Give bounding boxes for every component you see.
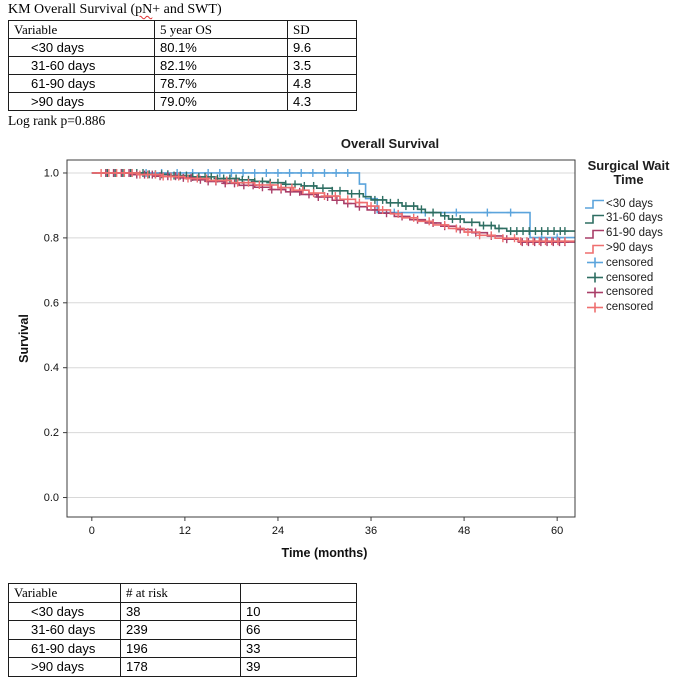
table-cell: 9.6 [287, 38, 357, 57]
km-chart: Overall Survival 0.0 0.2 0.4 0.6 0.8 1.0 0 12 24… [0, 133, 673, 583]
table-cell: >90 days [8, 657, 121, 677]
svg-text:0.0: 0.0 [44, 492, 59, 504]
legend-item-61-90days: 61-90 days [584, 226, 673, 241]
legend-item-gt90days: >90 days [584, 241, 673, 256]
legend-item-label: >90 days [606, 242, 653, 255]
table-cell: 4.3 [287, 92, 357, 111]
table-cell: 239 [120, 620, 241, 640]
table-cell: 31-60 days [8, 56, 155, 75]
censor-marks [97, 168, 569, 246]
log-rank-text: Log rank p=0.886 [8, 113, 106, 128]
svg-text:0: 0 [89, 525, 95, 537]
table-cell: 31-60 days [8, 620, 121, 640]
legend-item-censored-31-60: censored [584, 270, 673, 285]
legend-item-label: 31-60 days [606, 212, 663, 225]
svg-text:12: 12 [179, 525, 191, 537]
svg-text:0.6: 0.6 [44, 297, 59, 309]
legend-item-label: censored [606, 271, 654, 284]
table-cell: 61-90 days [8, 638, 121, 658]
svg-text:0.2: 0.2 [44, 427, 59, 439]
table-cell: 79.0% [154, 92, 288, 111]
survival-curve [91, 172, 575, 243]
header-cell-sd: SD [287, 20, 357, 39]
table-cell: 178 [120, 657, 241, 677]
svg-text:48: 48 [458, 525, 470, 537]
table-cell: 66 [240, 620, 357, 640]
chart-legend: Surgical Wait Time <30 days 31-60 days 6… [584, 159, 673, 315]
title-misspelled-word: pN [135, 2, 153, 17]
table-cell: 38 [120, 601, 241, 621]
document-title: KM Overall Survival (pN+ and SWT) [8, 2, 222, 18]
table-row: >90 days 79.0% 4.3 [8, 92, 357, 111]
table-row: >90 days 178 39 [8, 657, 357, 677]
legend-item-label: <30 days [606, 197, 653, 210]
table-cell: 82.1% [154, 56, 288, 75]
svg-text:60: 60 [551, 525, 563, 537]
censored-plus-glyph [584, 271, 606, 284]
censored-plus-glyph [584, 286, 606, 299]
table-cell: 10 [240, 601, 357, 621]
censor-marks [103, 168, 569, 236]
table-cell: >90 days [8, 92, 155, 111]
step-line-glyph [584, 212, 606, 225]
table-cell: 78.7% [154, 74, 288, 93]
legend-title: Surgical Wait Time [587, 158, 670, 187]
table-cell: 3.5 [287, 56, 357, 75]
censored-plus-glyph [584, 256, 606, 269]
step-line-glyph [584, 242, 606, 255]
table-row: 31-60 days 239 66 [8, 620, 357, 640]
legend-item-label: censored [606, 256, 654, 269]
table-row: <30 days 80.1% 9.6 [8, 38, 357, 57]
svg-text:36: 36 [365, 525, 377, 537]
table-row: 61-90 days 78.7% 4.8 [8, 74, 357, 93]
header-cell-at-risk: # at risk [120, 583, 241, 603]
km-plot-canvas: 0.0 0.2 0.4 0.6 0.8 1.0 0 12 24 36 48 60 Survival Tim… [17, 159, 576, 560]
step-line-glyph [584, 197, 606, 210]
title-text-suffix: + and SWT) [152, 2, 222, 17]
table-cell: 39 [240, 657, 357, 677]
table-header-row: Variable # at risk [8, 583, 357, 603]
chart-title: Overall Survival [340, 136, 440, 151]
header-cell-variable: Variable [8, 583, 121, 603]
legend-item-label: 61-90 days [606, 227, 663, 240]
svg-text:Time (months): Time (months) [282, 546, 368, 560]
table-cell: 196 [120, 638, 241, 658]
title-text-prefix: KM Overall Survival ( [8, 2, 136, 17]
legend-item-lt30days: <30 days [584, 196, 673, 211]
svg-text:Survival: Survival [17, 314, 31, 363]
table-cell: <30 days [8, 601, 121, 621]
censored-plus-glyph [584, 301, 606, 314]
os-summary-table: Variable 5 year OS SD <30 days 80.1% 9.6… [8, 20, 357, 111]
header-cell-variable: Variable [8, 20, 155, 39]
legend-item-censored-gt90: censored [584, 300, 673, 315]
censor-marks [101, 168, 569, 247]
svg-text:0.4: 0.4 [44, 362, 59, 374]
legend-item-label: censored [606, 286, 654, 299]
svg-text:0.8: 0.8 [44, 232, 59, 244]
table-cell: <30 days [8, 38, 155, 57]
step-line-glyph [584, 227, 606, 240]
legend-item-censored-lt30: censored [584, 255, 673, 270]
table-row: 61-90 days 196 33 [8, 638, 357, 658]
table-cell: 80.1% [154, 38, 288, 57]
survival-curve [91, 172, 575, 242]
table-cell: 61-90 days [8, 74, 155, 93]
at-risk-table: Variable # at risk <30 days 38 10 31-60 … [8, 583, 357, 677]
table-row: <30 days 38 10 [8, 601, 357, 621]
table-cell: 4.8 [287, 74, 357, 93]
table-row: 31-60 days 82.1% 3.5 [8, 56, 357, 75]
table-header-row: Variable 5 year OS SD [8, 20, 357, 39]
legend-item-31-60days: 31-60 days [584, 211, 673, 226]
legend-item-censored-61-90: censored [584, 285, 673, 300]
header-cell-5yos: 5 year OS [154, 20, 288, 39]
legend-item-label: censored [606, 301, 654, 314]
km-series-group [91, 168, 575, 247]
survival-curve [91, 172, 575, 232]
header-cell-blank [240, 583, 357, 603]
svg-text:24: 24 [272, 525, 284, 537]
table-cell: 33 [240, 638, 357, 658]
svg-text:1.0: 1.0 [44, 167, 59, 179]
